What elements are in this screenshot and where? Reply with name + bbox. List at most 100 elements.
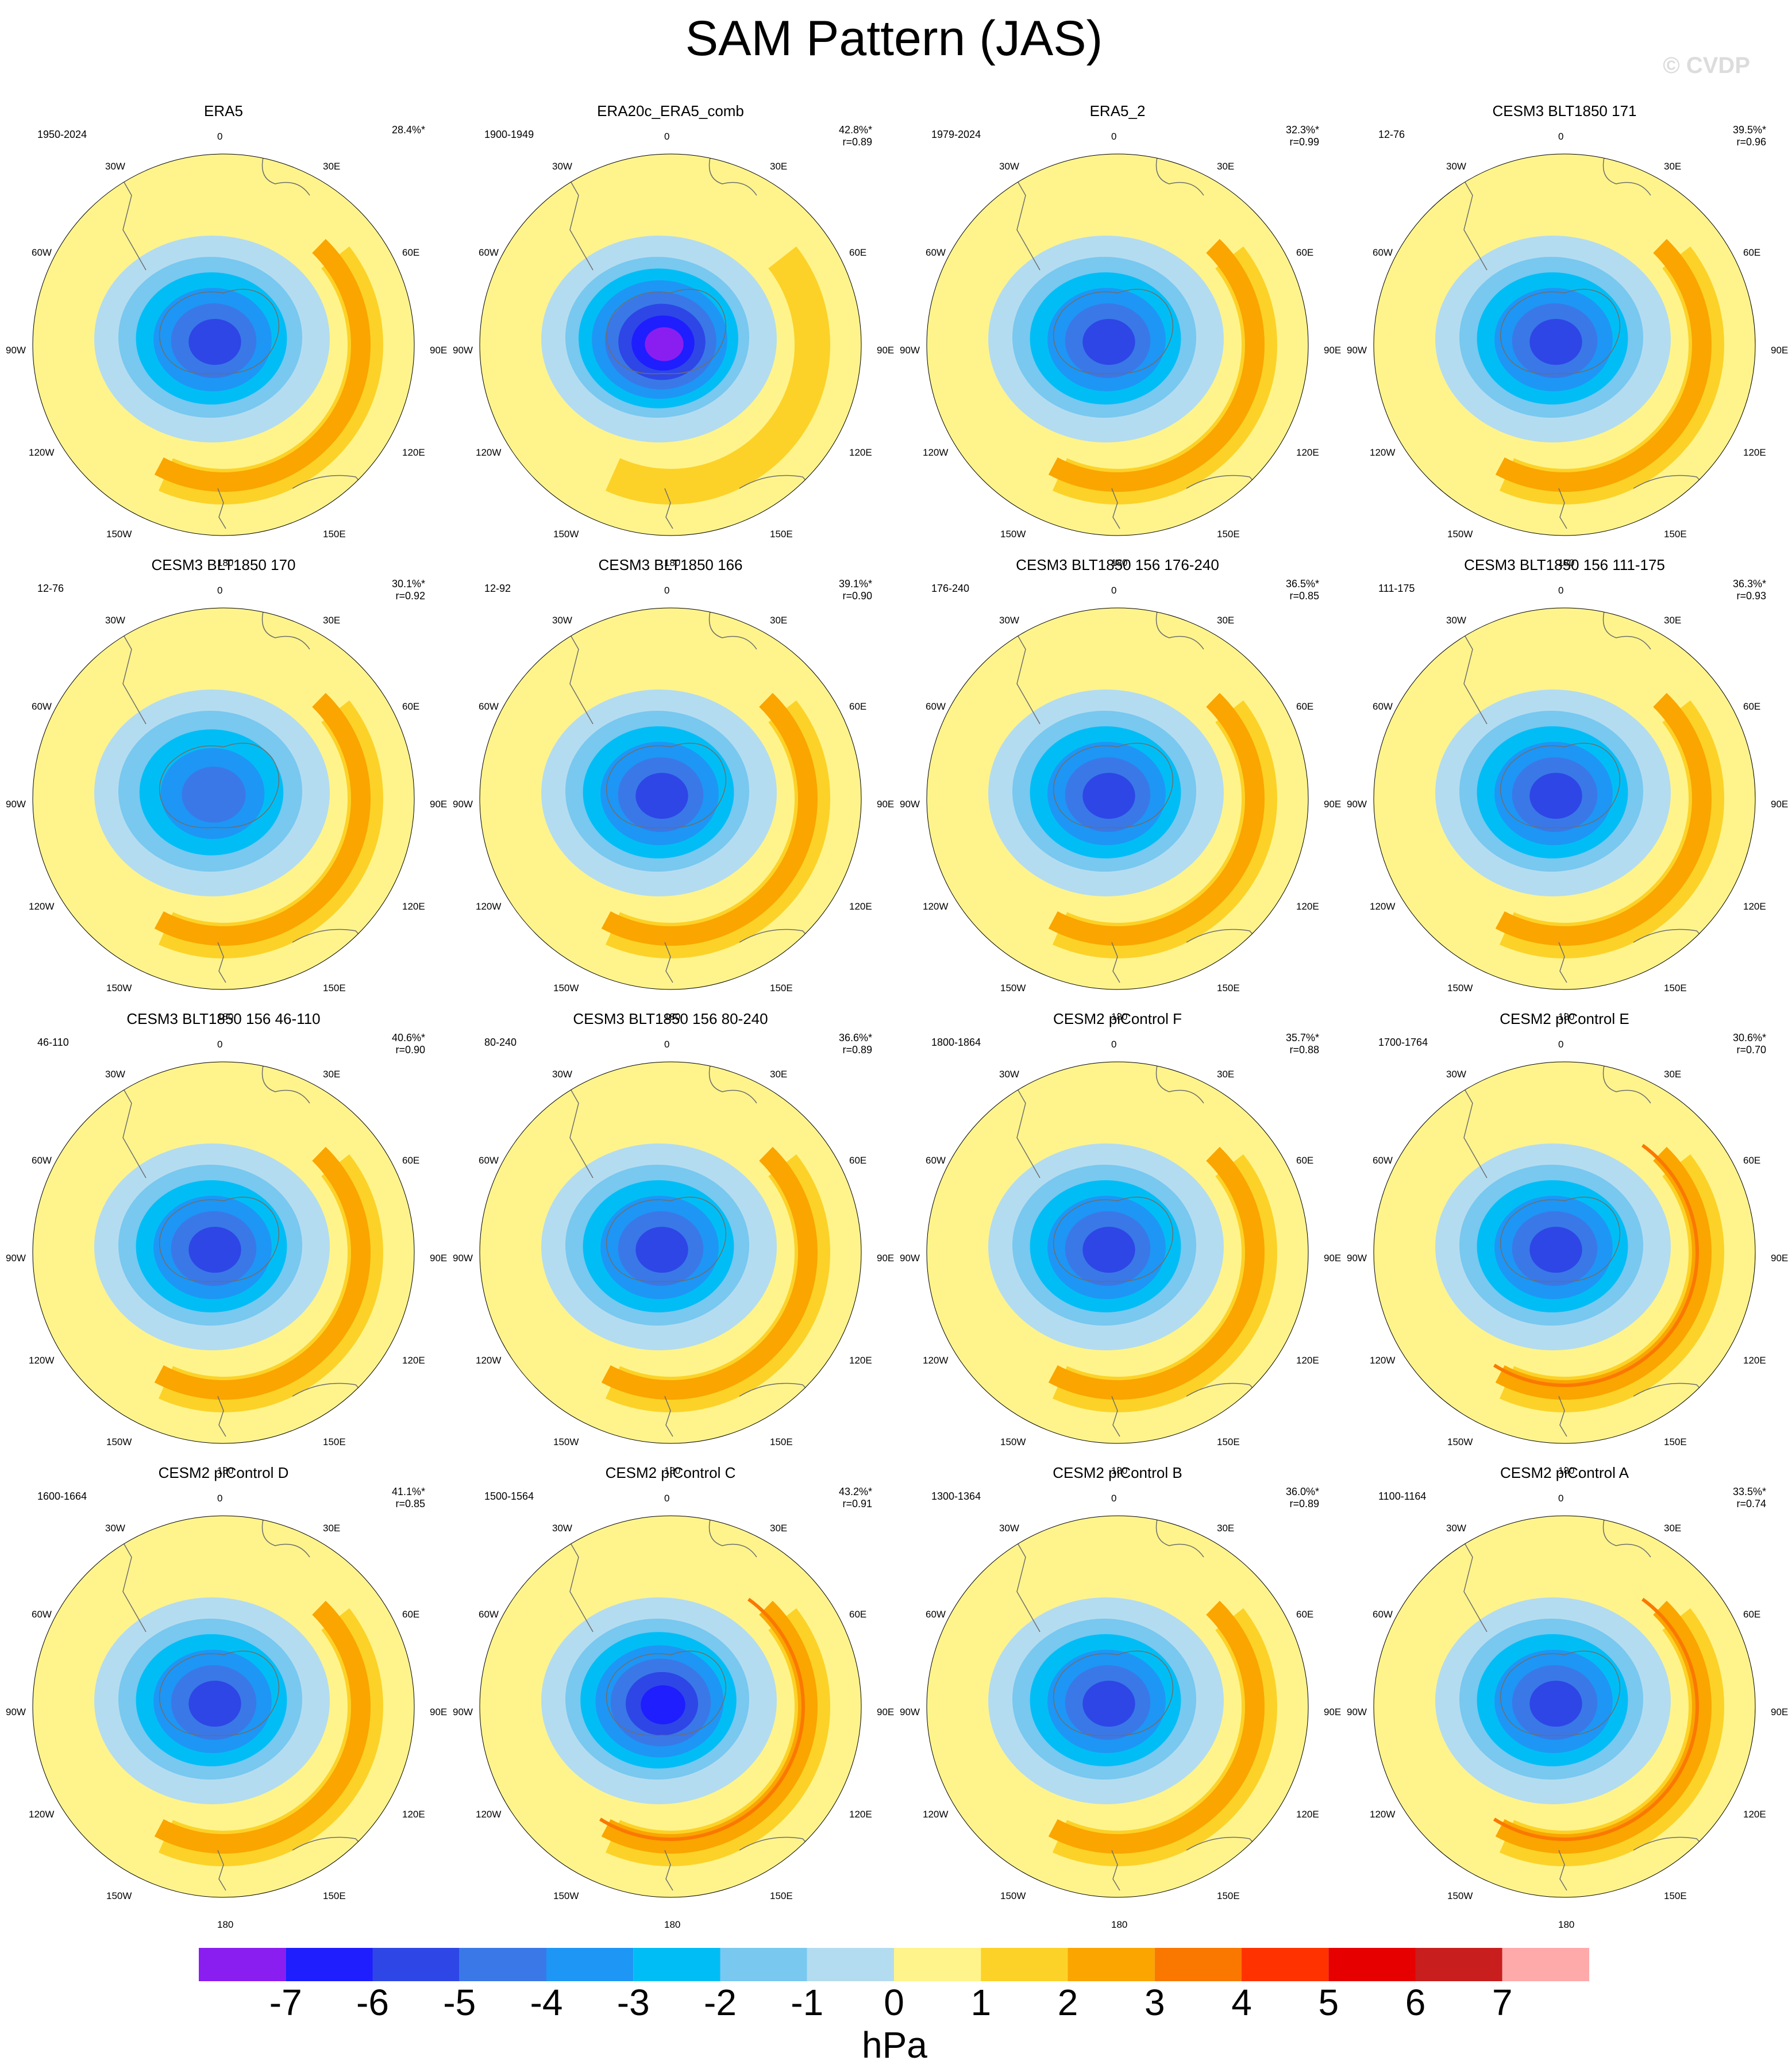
panel-period: 1900-1949	[484, 129, 534, 140]
antarctica-coastline	[159, 1650, 279, 1736]
variance-explained: 33.5%*	[1732, 1486, 1766, 1497]
longitude-label: 120W	[476, 1809, 502, 1820]
panel-stats: 33.5%* r=0.74	[1709, 1486, 1766, 1510]
longitude-label: 90E	[877, 799, 895, 810]
longitude-label: 90W	[453, 1253, 473, 1264]
polar-map	[32, 153, 415, 536]
longitude-label: 180	[217, 1919, 234, 1930]
longitude-label: 60E	[1296, 701, 1314, 712]
antarctica-coastline	[1053, 1196, 1173, 1283]
longitude-label: 120E	[849, 1809, 872, 1820]
longitude-label: 150W	[1000, 1436, 1026, 1447]
map-border	[1373, 153, 1756, 536]
longitude-label: 30E	[1217, 615, 1235, 626]
antarctica-coastline	[159, 742, 279, 829]
longitude-label: 60E	[849, 1609, 867, 1620]
polar-map	[926, 1515, 1309, 1898]
panel-stats: 43.2%* r=0.91	[815, 1486, 872, 1510]
longitude-label: 120W	[29, 1809, 55, 1820]
longitude-label: 60E	[849, 1155, 867, 1166]
longitude-label: 30E	[770, 161, 788, 172]
contour-fill	[605, 246, 830, 504]
colorbar-swatch	[981, 1948, 1068, 1981]
longitude-label: 30E	[323, 1523, 341, 1534]
antarctica-coastline	[606, 1650, 726, 1736]
pattern-correlation: r=0.90	[842, 590, 872, 602]
polar-map	[926, 607, 1309, 990]
longitude-label: 0	[664, 1493, 670, 1504]
longitude-label: 150W	[553, 1436, 579, 1447]
map-border	[1373, 607, 1756, 990]
contour-fill	[601, 1146, 818, 1400]
panel-stats: 28.4%*	[368, 124, 425, 136]
longitude-label: 150E	[323, 1436, 346, 1447]
map-border	[32, 153, 415, 536]
coastline	[1602, 1062, 1651, 1104]
map-border	[32, 1515, 415, 1898]
longitude-label: 60W	[926, 1155, 946, 1166]
longitude-label: 60E	[1296, 1609, 1314, 1620]
longitude-label: 30E	[323, 615, 341, 626]
longitude-label: 150W	[1447, 983, 1473, 993]
map-panel: CESM3 BLT1850 166 12-92 39.1%* r=0.90 0 30E 60…	[447, 552, 895, 1022]
contour-fill	[601, 1600, 818, 1854]
coastline	[1558, 1850, 1567, 1891]
longitude-label: 180	[1558, 1465, 1575, 1476]
panel-period: 1300-1364	[931, 1491, 981, 1502]
coastline	[261, 155, 310, 196]
longitude-label: 30W	[1446, 161, 1466, 172]
colorbar-swatch	[807, 1948, 894, 1981]
pattern-correlation: r=0.91	[842, 1498, 872, 1509]
longitude-label: 150W	[553, 983, 579, 993]
contour-fill	[635, 1227, 688, 1273]
map-panel: CESM2 piControl E 1700-1764 30.6%* r=0.70 0 3…	[1341, 1006, 1788, 1476]
panel-period: 1800-1864	[931, 1037, 981, 1048]
longitude-label: 120W	[923, 447, 949, 458]
longitude-label: 60E	[1743, 1609, 1761, 1620]
longitude-label: 180	[217, 1465, 234, 1476]
longitude-label: 0	[1111, 131, 1117, 142]
contour-fill	[1529, 773, 1582, 819]
polar-map	[479, 1061, 862, 1444]
longitude-label: 180	[664, 1011, 681, 1022]
panel-title: CESM2 piControl A	[1500, 1464, 1629, 1481]
longitude-label: 0	[217, 585, 223, 596]
longitude-label: 120W	[29, 1355, 55, 1366]
panel-stats: 39.1%* r=0.90	[815, 578, 872, 602]
longitude-label: 90E	[1771, 1707, 1788, 1717]
longitude-label: 30E	[770, 615, 788, 626]
longitude-label: 60E	[402, 701, 420, 712]
coastline	[708, 608, 757, 650]
longitude-label: 150E	[1217, 529, 1240, 540]
longitude-label: 150W	[106, 1890, 132, 1901]
coastline	[1155, 1062, 1204, 1104]
variance-explained: 36.6%*	[838, 1032, 872, 1043]
colorbar	[199, 1948, 1589, 1981]
longitude-label: 60W	[32, 1155, 52, 1166]
contour-fill	[1495, 692, 1712, 946]
contour-fill	[641, 1685, 685, 1724]
longitude-label: 120E	[1743, 1355, 1766, 1366]
longitude-label: 120W	[476, 901, 502, 912]
map-panel: CESM3 BLT1850 156 176-240 176-240 36.5%* r=…	[894, 552, 1341, 1022]
longitude-label: 150E	[1664, 1890, 1687, 1901]
colorbar-swatch	[633, 1948, 720, 1981]
map-border	[1373, 1515, 1756, 1898]
longitude-label: 30E	[323, 161, 341, 172]
longitude-label: 90E	[1324, 1707, 1342, 1717]
colorbar-swatch	[459, 1948, 546, 1981]
longitude-label: 150E	[770, 529, 793, 540]
longitude-label: 180	[664, 1919, 681, 1930]
pattern-correlation: r=0.89	[842, 1044, 872, 1056]
map-border	[1373, 1061, 1756, 1444]
colorbar-tick-label: 7	[1492, 1982, 1513, 2023]
variance-explained: 32.3%*	[1285, 124, 1319, 136]
longitude-label: 120E	[1296, 1355, 1319, 1366]
panel-period: 111-175	[1378, 583, 1415, 594]
coastline	[1602, 1516, 1651, 1558]
longitude-label: 150E	[323, 529, 346, 540]
longitude-label: 120W	[1370, 901, 1396, 912]
colorbar-swatch	[1242, 1948, 1329, 1981]
longitude-label: 30E	[770, 1069, 788, 1080]
pattern-correlation: r=0.99	[1289, 136, 1319, 148]
